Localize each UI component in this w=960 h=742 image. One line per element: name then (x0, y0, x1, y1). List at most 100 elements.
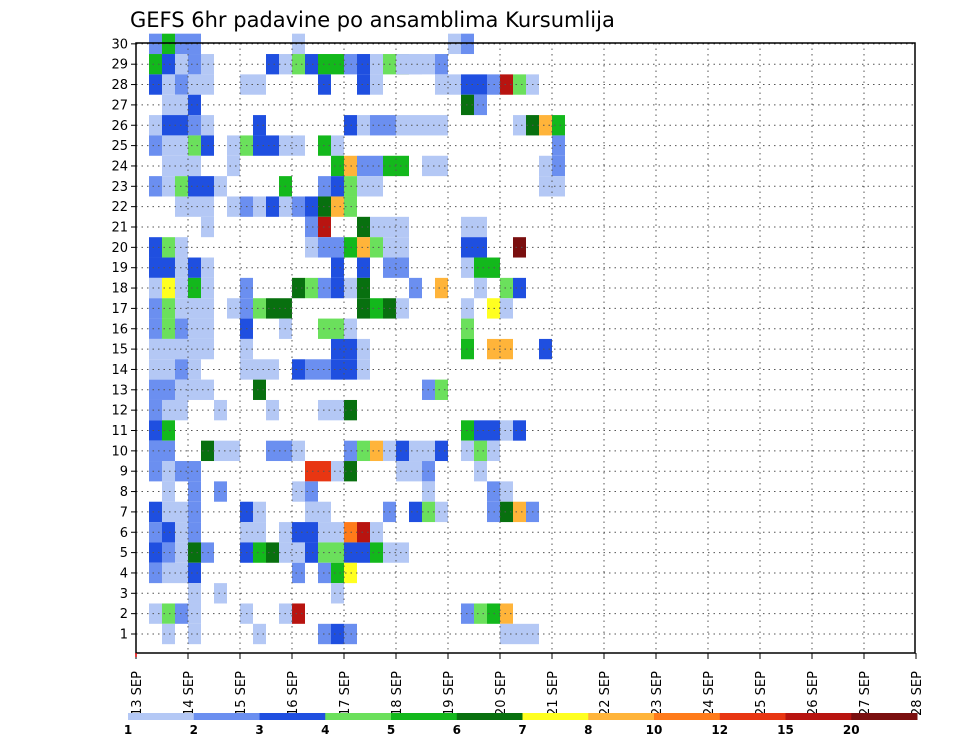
x-tick-label: 28 SEP (910, 671, 925, 716)
colorbar-label: 12 (711, 723, 728, 737)
x-tick-label: 23 SEP (650, 671, 665, 716)
heatmap-cell (188, 359, 201, 380)
colorbar: 1 2 3 4 5 6 7 8 10 12 15 20 (124, 713, 918, 737)
heatmap-cell (500, 501, 513, 523)
colorbar-swatch (522, 713, 589, 720)
heatmap-cell (396, 237, 409, 258)
heatmap-cell (500, 74, 513, 95)
heatmap-cell (500, 298, 513, 319)
heatmap-cell (162, 115, 175, 136)
heatmap-cell (331, 461, 344, 482)
heatmap-cell (370, 298, 383, 319)
heatmap-cell (409, 461, 422, 482)
heatmap-cell (305, 54, 318, 75)
heatmap-cell (214, 176, 227, 197)
x-tick-label: 25 SEP (754, 671, 769, 716)
heatmap-cell (396, 461, 409, 482)
heatmap-cell (253, 623, 266, 645)
heatmap-cell (331, 196, 344, 217)
y-tick-label: 15 (111, 343, 128, 358)
colorbar-label: 5 (387, 723, 395, 737)
heatmap-cell (435, 501, 448, 523)
heatmap-cell (513, 237, 526, 258)
heatmap-cell (539, 338, 552, 360)
heatmap-cell (305, 461, 318, 482)
heatmap-cell (188, 155, 201, 177)
heatmap-cell (396, 542, 409, 563)
heatmap-cell (539, 176, 552, 197)
colorbar-swatch (128, 713, 195, 720)
heatmap-cell (253, 74, 266, 95)
heatmap-cell (149, 237, 162, 258)
heatmap-cell (500, 277, 513, 299)
heatmap-cell (188, 94, 201, 116)
heatmap-cell (292, 135, 305, 156)
heatmap-cell (188, 379, 201, 400)
heatmap-cell (162, 298, 175, 319)
heatmap-cell (396, 216, 409, 238)
colorbar-swatch (785, 713, 852, 720)
heatmap-cell (357, 155, 370, 177)
colorbar-swatch (193, 713, 260, 720)
heatmap-cell (162, 135, 175, 156)
y-tick-label: 3 (120, 587, 128, 602)
x-tick-label: 21 SEP (546, 671, 561, 716)
y-tick-label: 20 (111, 241, 128, 256)
heatmap-cell (162, 338, 175, 360)
heatmap-cell (149, 257, 162, 278)
heatmap-cell (149, 135, 162, 156)
heatmap-cell (357, 115, 370, 136)
heatmap-cell (513, 115, 526, 136)
heatmap-cell (266, 196, 279, 217)
x-tick-label: 20 SEP (494, 671, 509, 716)
y-tick-label: 14 (111, 363, 128, 378)
heatmap-cell (552, 115, 565, 136)
y-tick-label: 29 (111, 58, 128, 73)
heatmap-cell (357, 298, 370, 319)
heatmap-cell (435, 379, 448, 400)
x-tick-label: 14 SEP (182, 671, 197, 716)
colorbar-swatch (456, 713, 523, 720)
heatmap-cell (435, 115, 448, 136)
heatmap-cell (331, 318, 344, 339)
heatmap-cell (331, 338, 344, 360)
heatmap-cell (474, 603, 487, 624)
colorbar-label: 15 (777, 723, 794, 737)
heatmap-cell (188, 461, 201, 482)
y-tick-label: 26 (111, 119, 128, 134)
heatmap-cell (370, 155, 383, 177)
heatmap-cell (435, 277, 448, 299)
heatmap-cell (266, 542, 279, 563)
y-tick-label: 1 (120, 628, 128, 643)
heatmap-cell (162, 277, 175, 299)
heatmap-cell (357, 54, 370, 75)
x-tick-label: 19 SEP (442, 671, 457, 716)
heatmap-cell (396, 298, 409, 319)
heatmap-cell (253, 542, 266, 563)
heatmap-cell (162, 54, 175, 75)
heatmap-cell (149, 277, 162, 299)
heatmap-cell (266, 440, 279, 462)
heatmap-cell (253, 196, 266, 217)
y-tick-label: 18 (111, 282, 128, 297)
y-tick-label: 22 (111, 200, 128, 215)
heatmap-cell (474, 420, 487, 441)
heatmap-cell (253, 379, 266, 400)
heatmap-cell (331, 522, 344, 543)
heatmap-cell (253, 135, 266, 156)
heatmap-cell (357, 257, 370, 278)
y-tick-label: 28 (111, 78, 128, 93)
x-axis-ticks: 13 SEP 14 SEP 15 SEP 16 SEP 17 SEP 18 SEP 19 S… (130, 653, 925, 716)
heatmap-cell (357, 522, 370, 543)
heatmap-cell (357, 216, 370, 238)
heatmap-cell (214, 399, 227, 421)
heatmap-cell (162, 399, 175, 421)
heatmap-cell (513, 501, 526, 523)
heatmap-cell (357, 542, 370, 563)
heatmap-cell (188, 196, 201, 217)
heatmap-cell (331, 623, 344, 645)
heatmap-cell (149, 318, 162, 339)
heatmap-cell (331, 562, 344, 584)
heatmap-cell (149, 399, 162, 421)
heatmap-cell (357, 440, 370, 462)
